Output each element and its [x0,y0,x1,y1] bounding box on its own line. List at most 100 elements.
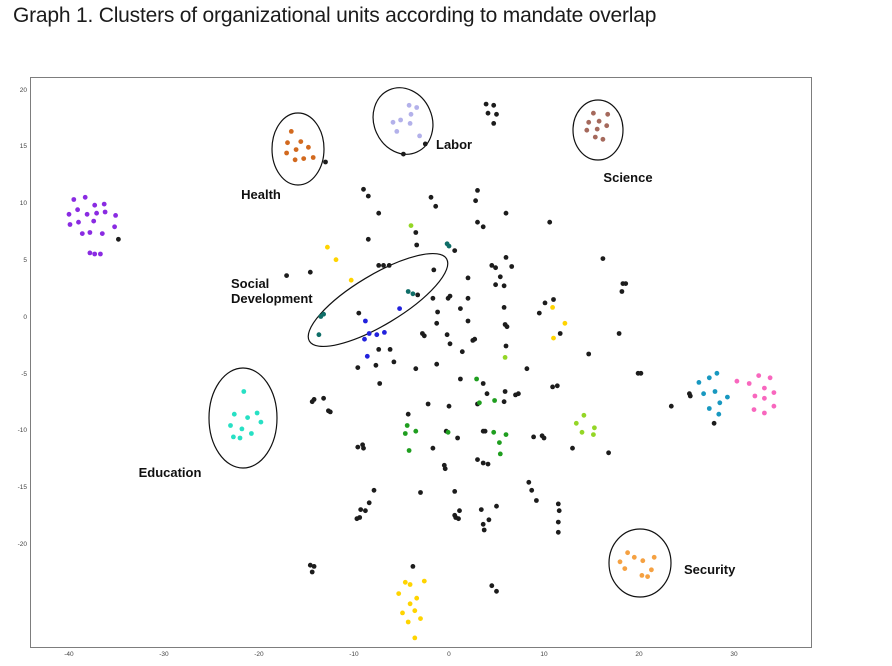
data-point-science-cluster [586,119,592,125]
cluster-ellipse-science [572,99,624,161]
data-point-other-units [405,411,411,417]
data-point-other-units [465,275,471,281]
data-point-dark-teal-units [410,291,416,297]
data-point-other-units [475,457,480,462]
data-point-pink-cluster [734,378,740,384]
data-point-forest-green-units [404,423,410,428]
data-point-gold-units [562,320,568,326]
x-tick-label: 30 [730,651,738,658]
data-point-education-cluster [258,419,264,425]
data-point-labor-cluster [394,129,400,134]
data-point-purple-cluster [101,201,107,207]
data-point-gold-units [418,616,423,621]
data-point-dark-teal-units [316,332,322,338]
data-point-other-units [321,395,326,401]
data-point-gold-units [421,578,427,584]
data-point-other-units [387,347,393,352]
y-tick-label: 10 [19,200,27,208]
data-point-other-units [484,391,490,397]
x-tick-label: -20 [254,651,264,658]
data-point-teal-right-cluster [701,391,706,397]
data-point-other-units [478,507,484,512]
data-point-dark-teal-units [405,289,411,294]
data-point-other-units [284,273,289,278]
data-point-other-units [547,219,553,225]
data-point-dark-teal-units [318,314,324,319]
data-point-purple-cluster [75,207,80,213]
cluster-ellipse-social-development [307,252,449,348]
y-tick-label: 0 [23,313,27,321]
data-point-social-development-cluster [364,353,370,359]
data-point-other-units [480,381,486,386]
data-point-other-units [446,403,452,409]
data-point-other-units [433,203,439,209]
data-point-other-units [323,159,328,165]
data-point-security-cluster [645,574,650,579]
data-point-purple-cluster [87,230,93,235]
data-point-purple-cluster [113,213,118,218]
data-point-other-units [452,489,458,494]
data-point-other-units [551,297,556,302]
data-point-other-units [356,310,362,316]
data-point-other-units [509,264,515,269]
data-point-other-units [501,305,507,310]
data-point-science-cluster [605,111,611,117]
data-point-teal-right-cluster [706,406,712,411]
data-point-other-units [358,507,364,512]
cluster-ellipse-health [271,112,325,186]
cluster-label-social-development: Development [231,291,313,306]
data-point-other-units [600,256,606,261]
data-point-other-units [503,210,509,216]
data-point-purple-cluster [79,231,85,237]
data-point-gold-units [348,277,354,283]
data-point-education-cluster [231,411,237,417]
data-point-education-cluster [249,431,254,436]
data-point-other-units [365,193,371,199]
data-point-other-units [556,508,562,514]
data-point-other-units [489,583,495,589]
data-point-other-units [485,461,491,467]
data-point-other-units [435,309,440,315]
data-point-teal-right-cluster [717,400,723,406]
data-point-other-units [586,351,592,357]
data-point-other-units [485,110,491,116]
data-point-other-units [376,210,382,216]
data-point-other-units [524,366,530,372]
data-point-other-units [434,361,440,367]
data-point-pink-cluster [762,385,767,391]
data-point-labor-cluster [390,119,396,125]
data-point-education-cluster [254,410,260,416]
data-point-other-units [542,300,548,306]
data-point-education-cluster [245,415,251,420]
data-point-security-cluster [631,554,637,560]
data-point-purple-cluster [98,251,103,257]
data-point-other-units [541,435,547,441]
data-point-other-units [504,324,510,330]
data-point-purple-cluster [112,224,117,230]
data-point-science-cluster [591,110,596,116]
data-point-other-units [480,224,486,230]
data-point-pink-cluster [771,403,777,409]
cluster-label-education: Education [139,465,202,480]
data-point-labor-cluster [414,105,420,110]
cluster-label-social-development: Social [231,276,269,291]
x-tick-label: 0 [447,651,451,658]
y-tick-label: -15 [17,484,27,492]
data-point-other-units [711,420,717,426]
cluster-label-labor: Labor [436,137,472,152]
data-point-pink-cluster [767,375,773,381]
data-point-other-units [413,230,419,235]
data-point-purple-cluster [99,231,105,237]
data-point-science-cluster [592,134,598,140]
data-point-labor-cluster [407,121,413,126]
data-point-other-units [536,310,542,316]
data-point-forest-green-units [413,428,419,434]
data-point-security-cluster [639,573,645,578]
data-point-other-units [381,263,386,268]
cluster-label-science: Science [603,170,652,185]
data-point-pink-cluster [762,395,767,401]
data-point-other-units [365,236,371,242]
data-point-purple-cluster [82,194,88,200]
